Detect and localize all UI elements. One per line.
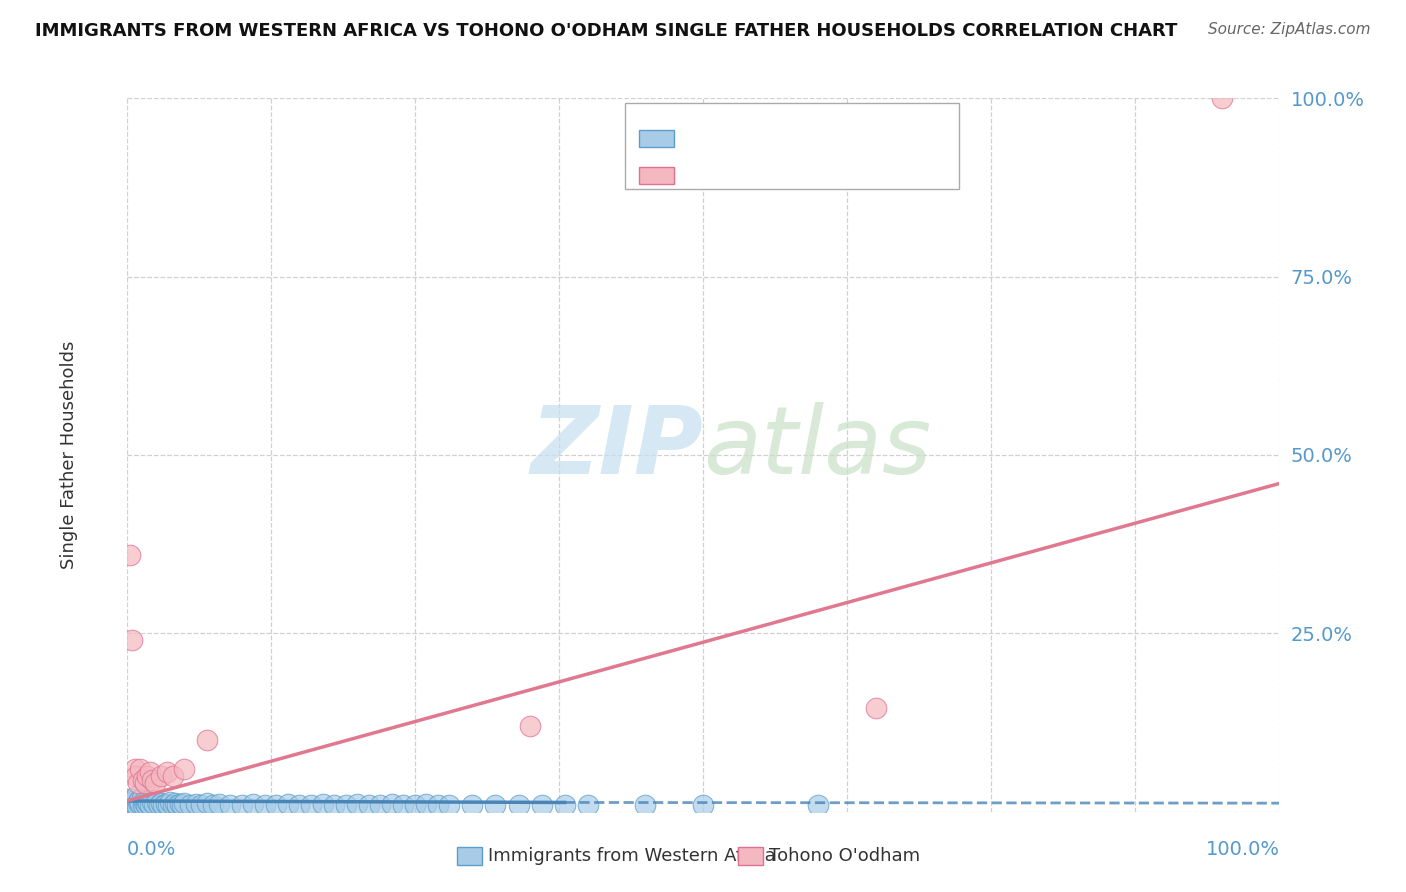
Point: [299, 798, 322, 813]
Point: [138, 797, 160, 812]
Point: [173, 762, 195, 776]
Point: [127, 776, 149, 790]
Point: [134, 776, 156, 790]
Point: [145, 776, 166, 790]
Point: [125, 799, 148, 814]
Point: [253, 797, 276, 812]
Point: [426, 797, 449, 812]
Point: [231, 798, 253, 813]
Point: [162, 769, 184, 783]
Point: [266, 798, 288, 813]
Point: [277, 797, 299, 811]
Point: [129, 762, 152, 776]
Point: [141, 772, 163, 787]
Point: [141, 795, 163, 809]
Point: [163, 796, 186, 810]
Point: [138, 765, 160, 780]
Text: atlas: atlas: [703, 402, 931, 493]
Point: [519, 719, 541, 733]
Point: [124, 797, 146, 812]
Point: [179, 798, 201, 813]
Point: [404, 798, 426, 813]
Point: [148, 798, 170, 813]
Point: [807, 798, 830, 813]
Point: [120, 792, 142, 806]
Point: [184, 797, 207, 811]
Text: R =  0.544   N = 20: R = 0.544 N = 20: [683, 166, 875, 185]
Point: [323, 797, 346, 812]
Point: [131, 791, 153, 805]
Point: [195, 733, 218, 747]
Point: [692, 798, 714, 813]
Point: [118, 548, 141, 562]
Point: [129, 797, 152, 811]
Text: Source: ZipAtlas.com: Source: ZipAtlas.com: [1208, 22, 1371, 37]
Point: [152, 797, 174, 812]
Text: Immigrants from Western Africa: Immigrants from Western Africa: [488, 847, 776, 865]
Point: [554, 797, 576, 812]
Point: [121, 633, 143, 648]
Point: [125, 789, 148, 803]
Text: Tohono O'odham: Tohono O'odham: [769, 847, 920, 865]
Point: [173, 796, 195, 810]
Point: [150, 796, 173, 810]
Point: [159, 796, 181, 810]
Point: [190, 797, 212, 812]
Point: [132, 796, 155, 810]
Point: [508, 797, 530, 812]
Point: [121, 796, 143, 810]
Point: [634, 797, 657, 812]
Point: [242, 797, 264, 811]
Point: [865, 701, 887, 715]
Point: [127, 795, 149, 809]
Point: [131, 798, 153, 813]
Point: [335, 798, 357, 813]
Point: [484, 798, 506, 813]
Point: [415, 797, 437, 811]
Point: [357, 797, 380, 812]
Point: [143, 797, 166, 811]
Point: [311, 797, 333, 811]
Point: [219, 797, 242, 812]
Point: [136, 794, 159, 808]
Text: Single Father Households: Single Father Households: [60, 341, 77, 569]
Point: [346, 797, 368, 811]
Point: [134, 792, 156, 806]
Point: [156, 765, 179, 780]
Point: [201, 798, 224, 813]
Point: [576, 798, 599, 813]
Point: [124, 762, 146, 776]
Point: [145, 796, 167, 810]
Point: [381, 797, 404, 811]
Point: [169, 797, 191, 811]
Point: [162, 797, 184, 812]
Point: [530, 798, 553, 813]
Point: [439, 798, 461, 813]
Text: R = -0.021   N = 67: R = -0.021 N = 67: [683, 128, 875, 147]
Point: [157, 798, 180, 813]
Point: [368, 798, 391, 813]
Point: [208, 797, 231, 811]
Point: [195, 796, 218, 810]
Point: [135, 797, 157, 812]
Text: 0.0%: 0.0%: [127, 840, 176, 859]
Point: [288, 797, 311, 812]
Point: [150, 769, 173, 783]
Point: [170, 797, 193, 812]
Point: [1211, 91, 1233, 105]
Point: [392, 797, 415, 812]
Point: [461, 797, 484, 812]
Text: 100.0%: 100.0%: [1205, 840, 1279, 859]
Point: [122, 794, 145, 808]
Point: [131, 772, 153, 787]
Point: [166, 798, 188, 813]
Point: [125, 769, 148, 783]
Point: [138, 796, 160, 810]
Point: [128, 793, 150, 807]
Text: IMMIGRANTS FROM WESTERN AFRICA VS TOHONO O'ODHAM SINGLE FATHER HOUSEHOLDS CORREL: IMMIGRANTS FROM WESTERN AFRICA VS TOHONO…: [35, 22, 1178, 40]
Text: ZIP: ZIP: [530, 401, 703, 494]
Point: [136, 769, 159, 783]
Point: [155, 797, 177, 811]
